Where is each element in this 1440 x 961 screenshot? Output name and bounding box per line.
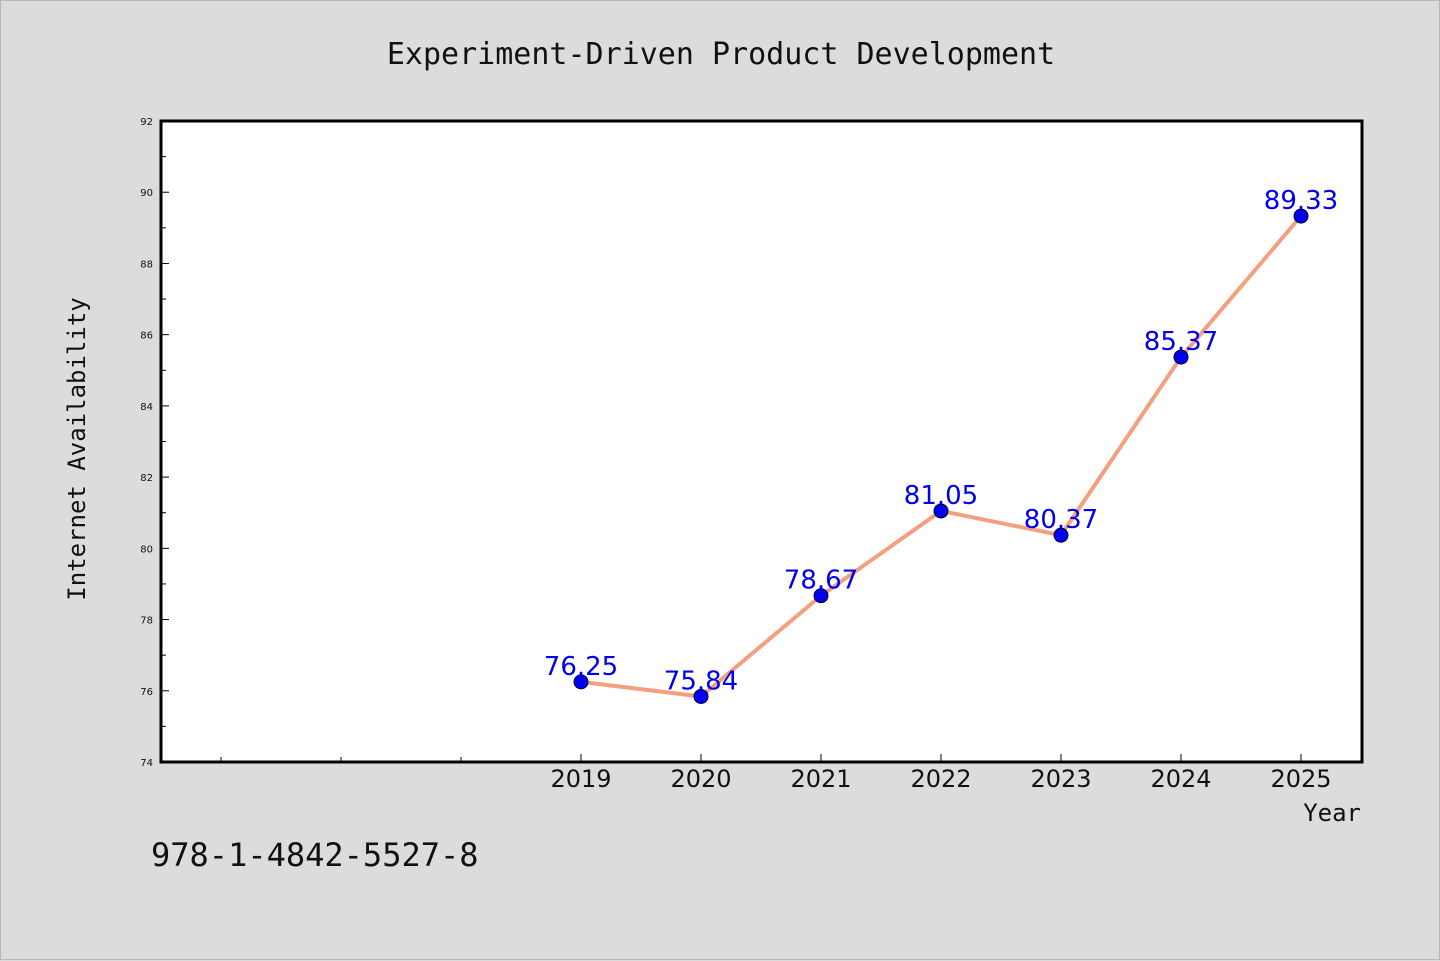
data-label-2019: 76.25 [544, 652, 618, 682]
y-axis-label: Internet Availability [63, 297, 91, 600]
data-point-2019 [573, 674, 589, 690]
y-tick-label: 78 [140, 616, 153, 627]
data-label-2024: 85.37 [1144, 327, 1218, 357]
x-tick-label: 2024 [1150, 765, 1211, 793]
x-tick-label: 2025 [1270, 765, 1331, 793]
data-label-2021: 78.67 [784, 566, 858, 596]
y-tick-label: 74 [140, 758, 153, 769]
data-point-2023 [1053, 527, 1069, 543]
y-tick-label: 82 [140, 473, 153, 484]
y-tick-label: 88 [140, 259, 153, 270]
chart-title: Experiment-Driven Product Development [387, 37, 1055, 72]
y-tick-label: 90 [140, 188, 153, 199]
data-point-2024 [1173, 349, 1189, 365]
plot-area [159, 119, 1364, 764]
x-tick-label: 2020 [670, 765, 731, 793]
data-point-2021 [813, 588, 829, 604]
series-markers [573, 208, 1309, 704]
data-label-2025: 89.33 [1264, 186, 1338, 216]
x-tick-label: 2019 [550, 765, 611, 793]
data-point-2020 [693, 688, 709, 704]
y-tick-label: 76 [140, 687, 153, 698]
x-tick-label: 2023 [1030, 765, 1091, 793]
x-tick-label: 2021 [790, 765, 851, 793]
data-label-2022: 81.05 [904, 481, 978, 511]
y-tick-label: 86 [140, 331, 153, 342]
isbn-annotation: 978-1-4842-5527-8 [151, 836, 479, 874]
y-tick-label: 84 [140, 402, 153, 413]
y-tick-label: 80 [140, 544, 153, 555]
y-tick-label: 92 [140, 117, 153, 128]
x-axis: 2019 2020 2021 2022 2023 2024 2025 [220, 754, 1332, 793]
data-label-2020: 75.84 [664, 666, 738, 696]
data-point-2025 [1293, 208, 1309, 224]
data-point-2022 [933, 503, 949, 519]
y-axis: 74 76 78 80 82 84 86 88 90 92 [140, 117, 169, 769]
data-labels: 76.25 75.84 78.67 81.05 80.37 85.37 89.33 [544, 186, 1338, 696]
data-label-2023: 80.37 [1024, 505, 1098, 535]
x-tick-label: 2022 [910, 765, 971, 793]
x-axis-label: Year [1303, 799, 1361, 827]
